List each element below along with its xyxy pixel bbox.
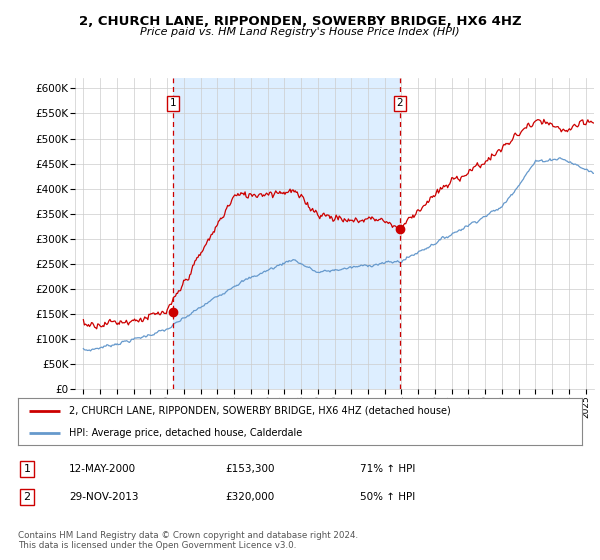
Text: 2, CHURCH LANE, RIPPONDEN, SOWERBY BRIDGE, HX6 4HZ (detached house): 2, CHURCH LANE, RIPPONDEN, SOWERBY BRIDG…: [69, 406, 451, 416]
Text: Price paid vs. HM Land Registry's House Price Index (HPI): Price paid vs. HM Land Registry's House …: [140, 27, 460, 37]
Text: 1: 1: [23, 464, 31, 474]
Text: 71% ↑ HPI: 71% ↑ HPI: [360, 464, 415, 474]
Text: 1: 1: [170, 99, 176, 109]
Text: 2: 2: [397, 99, 403, 109]
Text: Contains HM Land Registry data © Crown copyright and database right 2024.
This d: Contains HM Land Registry data © Crown c…: [18, 531, 358, 550]
Text: 50% ↑ HPI: 50% ↑ HPI: [360, 492, 415, 502]
Text: £153,300: £153,300: [225, 464, 275, 474]
Text: HPI: Average price, detached house, Calderdale: HPI: Average price, detached house, Cald…: [69, 428, 302, 438]
Bar: [173, 78, 400, 389]
Text: 12-MAY-2000: 12-MAY-2000: [69, 464, 136, 474]
Text: 2, CHURCH LANE, RIPPONDEN, SOWERBY BRIDGE, HX6 4HZ: 2, CHURCH LANE, RIPPONDEN, SOWERBY BRIDG…: [79, 15, 521, 27]
Text: £320,000: £320,000: [225, 492, 274, 502]
Text: 2: 2: [23, 492, 31, 502]
Text: 29-NOV-2013: 29-NOV-2013: [69, 492, 139, 502]
